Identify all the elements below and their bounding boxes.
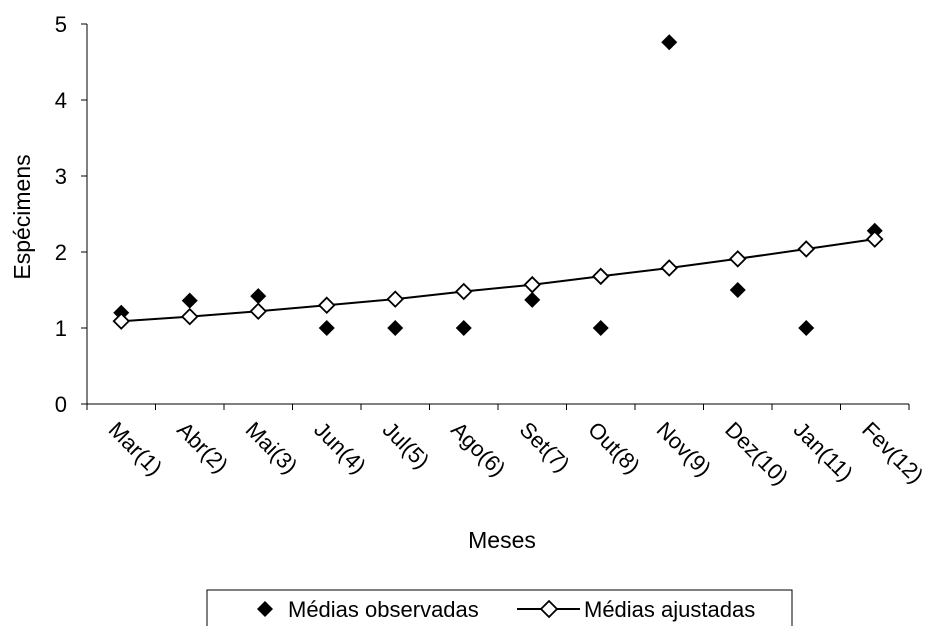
y-axis-title: Espécimens (9, 154, 35, 279)
fitted-point-3 (249, 302, 268, 321)
legend-observed-marker (257, 601, 273, 617)
fitted-line-layer (121, 238, 875, 323)
legend-fitted-label: Médias ajustadas (584, 597, 755, 622)
observed-point-9 (661, 34, 678, 51)
x-tick-label: Jun(4) (309, 417, 371, 479)
fitted-point-6 (454, 282, 473, 301)
fitted-point-2 (180, 307, 199, 326)
y-axis: 0 1 2 3 4 5 (55, 12, 88, 417)
observed-point-3 (250, 288, 267, 305)
y-tick-label: 0 (55, 392, 67, 417)
x-tick-label: Dez(10) (720, 417, 793, 490)
observed-point-5 (387, 320, 404, 336)
fitted-point-4 (317, 296, 336, 314)
y-tick-label: 5 (55, 12, 67, 37)
observed-point-7 (524, 291, 541, 308)
fitted-point-7 (523, 275, 542, 294)
x-tick-label: Jan(11) (789, 417, 858, 486)
x-tick-label: Jul(5) (378, 417, 435, 474)
legend-observed-label: Médias observadas (288, 597, 479, 622)
fitted-point-5 (386, 290, 405, 308)
x-tick-label: Nov(9) (652, 417, 716, 481)
legend-fitted-marker (539, 599, 559, 619)
x-tick-label: Fev(12) (857, 417, 928, 488)
observed-point-2 (181, 292, 198, 309)
observed-point-11 (798, 320, 815, 336)
x-tick-label: Mai(3) (241, 417, 303, 479)
observed-point-10 (729, 282, 746, 298)
x-tick-label: Out(8) (583, 417, 645, 479)
x-axis: Mar(1) Abr(2) Mai(3) Jun(4) Jul(5) Ago(6) Set(… (86, 403, 928, 490)
fitted-point-10 (728, 250, 747, 268)
fitted-point-12 (865, 230, 884, 248)
fitted-line (121, 238, 875, 323)
x-tick-label: Ago(6) (446, 417, 510, 481)
fitted-point-8 (591, 267, 610, 286)
points-layer (112, 34, 884, 336)
legend-box (206, 589, 793, 626)
observed-point-4 (318, 320, 335, 336)
y-tick-label: 3 (55, 164, 67, 189)
observed-point-6 (455, 320, 472, 336)
x-tick-label: Set(7) (515, 417, 575, 477)
x-axis-title: Meses (468, 527, 536, 553)
y-tick-label: 1 (55, 316, 67, 341)
x-tick-label: Mar(1) (104, 417, 167, 480)
fitted-point-1 (112, 312, 131, 330)
observed-point-8 (592, 320, 609, 336)
fitted-point-11 (797, 240, 816, 258)
x-tick-label: Abr(2) (172, 417, 233, 478)
fitted-point-9 (660, 259, 679, 277)
legend: Médias observadas Médias ajustadas (206, 589, 793, 626)
y-tick-label: 4 (55, 88, 67, 113)
y-tick-label: 2 (55, 240, 67, 265)
